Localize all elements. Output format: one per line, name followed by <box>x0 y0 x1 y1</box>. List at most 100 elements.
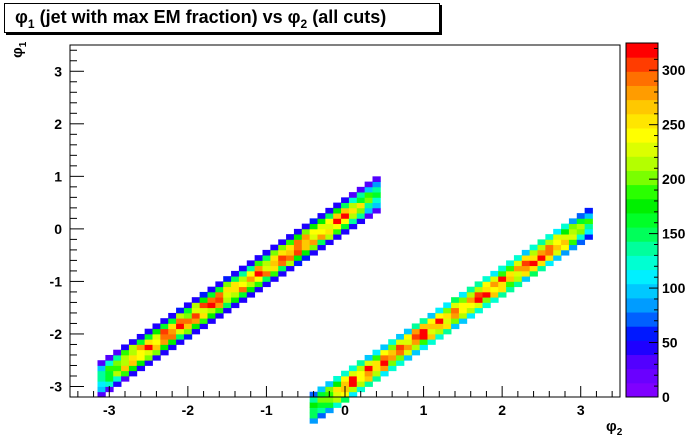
heatmap-bin <box>419 323 428 330</box>
y-tick-label: 1 <box>54 168 62 184</box>
heatmap-bin <box>293 228 303 235</box>
colorbar-segment <box>626 227 658 242</box>
heatmap-bin <box>419 328 428 335</box>
x-tick-label: -1 <box>260 402 273 418</box>
colorbar-segment <box>626 354 658 370</box>
heatmap-bin <box>553 249 562 256</box>
colorbar-tick-label: 250 <box>662 117 686 133</box>
heatmap-bin <box>568 244 578 251</box>
heatmap-bin <box>545 239 554 246</box>
heatmap-bin <box>183 302 193 309</box>
heatmap-bin <box>372 370 381 377</box>
heatmap-bin <box>168 328 177 335</box>
heatmap-bin <box>105 354 114 361</box>
heatmap-bin <box>553 244 562 251</box>
heatmap-bin <box>317 239 326 246</box>
heatmap-bin <box>168 318 177 324</box>
heatmap-bin <box>506 281 515 288</box>
colorbar-segment <box>626 382 658 398</box>
heatmap-bin <box>317 402 326 408</box>
heatmap-bin <box>490 286 499 293</box>
heatmap-bin <box>113 375 122 382</box>
heatmap-bin <box>325 397 334 403</box>
heatmap-bin <box>325 228 334 235</box>
heatmap-bin <box>160 323 169 330</box>
heatmap-bin <box>498 286 507 293</box>
heatmap-bin <box>364 365 373 372</box>
heatmap-bin <box>498 276 507 282</box>
heatmap-bin <box>317 412 326 419</box>
heatmap-bin <box>451 318 460 324</box>
heatmap-bin <box>317 244 326 251</box>
colorbar-segment <box>626 71 658 86</box>
heatmap-bin <box>191 328 201 335</box>
heatmap-bin <box>278 260 287 267</box>
heatmap-bin <box>396 344 405 351</box>
colorbar-segment <box>626 113 658 129</box>
heatmap-bin <box>466 302 476 309</box>
heatmap-bin <box>136 333 146 340</box>
heatmap-bin <box>183 318 193 324</box>
heatmap-bin <box>576 234 586 240</box>
heatmap-bin <box>121 344 130 351</box>
heatmap-bin <box>521 265 531 272</box>
heatmap-bin <box>451 323 460 330</box>
heatmap-bin <box>128 344 138 351</box>
heatmap-bin <box>576 228 586 235</box>
heatmap-bin <box>466 291 476 298</box>
heatmap-bin <box>254 286 263 293</box>
heatmap-bin <box>121 370 130 377</box>
heatmap-bin <box>380 370 389 377</box>
heatmap-bin <box>144 333 153 340</box>
heatmap-bin <box>411 323 421 330</box>
heatmap-bin <box>388 360 397 366</box>
heatmap-bin <box>466 297 476 303</box>
heatmap-bin <box>152 323 161 330</box>
heatmap-bin <box>372 354 381 361</box>
heatmap-bin <box>309 402 318 408</box>
heatmap-bin <box>466 307 476 314</box>
heatmap-bin <box>458 307 468 314</box>
heatmap-bin <box>561 249 570 256</box>
heatmap-bin <box>128 365 138 372</box>
heatmap-bin <box>160 339 169 345</box>
heatmap-bin <box>372 365 381 372</box>
heatmap-bin <box>348 370 358 377</box>
heatmap-bin <box>238 297 248 303</box>
heatmap-bin <box>293 234 303 240</box>
heatmap-bin <box>254 260 263 267</box>
colorbar-segment <box>626 184 658 200</box>
heatmap-bin <box>215 291 224 298</box>
heatmap-bin <box>270 265 279 272</box>
heatmap-bin <box>286 249 295 256</box>
heatmap-bin <box>207 318 216 324</box>
heatmap-bin <box>341 370 350 377</box>
heatmap-bin <box>278 239 287 246</box>
heatmap-bin <box>286 234 295 240</box>
heatmap-bin <box>341 223 350 230</box>
heatmap-bin <box>506 265 515 272</box>
heatmap-bin <box>317 213 326 219</box>
heatmap-bin <box>136 339 146 345</box>
heatmap-bin <box>403 333 413 340</box>
colorbar-segment <box>626 241 658 256</box>
heatmap-bin <box>325 402 334 408</box>
heatmap-bin <box>317 218 326 225</box>
heatmap-bin <box>388 349 397 356</box>
heatmap-bin <box>144 354 153 361</box>
heatmap-bin <box>584 228 593 235</box>
heatmap-bin <box>231 286 240 293</box>
heatmap-bin <box>207 302 216 309</box>
colorbar-segment <box>626 283 658 299</box>
heatmap-bin <box>168 344 177 351</box>
heatmap-bin <box>207 286 216 293</box>
heatmap-bin <box>317 391 326 398</box>
colorbar-segment <box>626 312 658 327</box>
heatmap-bin <box>356 202 366 209</box>
colorbar-tick-label: 100 <box>662 280 686 296</box>
heatmap-bin <box>553 239 562 246</box>
heatmap-bin <box>490 276 499 282</box>
heatmap-bin <box>364 381 373 387</box>
heatmap-bin <box>348 192 358 198</box>
